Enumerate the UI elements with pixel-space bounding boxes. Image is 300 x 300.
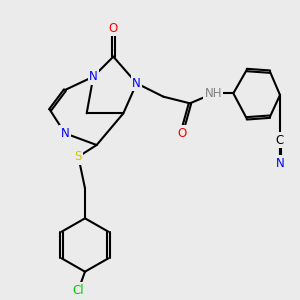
Text: N: N xyxy=(132,77,141,90)
Text: O: O xyxy=(109,22,118,35)
Text: N: N xyxy=(276,157,284,170)
Text: Cl: Cl xyxy=(73,284,84,296)
Text: NH: NH xyxy=(205,87,222,100)
Text: C: C xyxy=(276,134,284,146)
Text: O: O xyxy=(177,127,186,140)
Text: N: N xyxy=(61,127,69,140)
Text: N: N xyxy=(89,70,98,83)
Text: S: S xyxy=(75,150,82,163)
